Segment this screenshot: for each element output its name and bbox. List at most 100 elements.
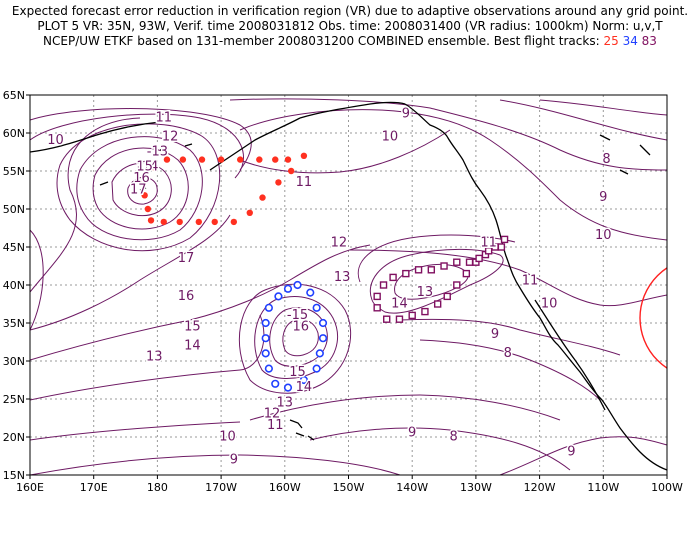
contour-line xyxy=(30,117,141,293)
contour-label: 15 xyxy=(184,319,201,334)
contour-line xyxy=(30,108,252,171)
lat-tick-label: 20N xyxy=(3,431,25,444)
purple-track-point xyxy=(402,269,410,278)
lon-tick-label: 130W xyxy=(460,481,492,494)
lat-tick-label: 60N xyxy=(3,127,25,140)
red-track-point xyxy=(147,217,155,224)
red-track-point xyxy=(287,167,295,175)
purple-track-point xyxy=(465,258,474,266)
blue-track-point xyxy=(261,349,270,358)
lon-tick-label: 170W xyxy=(205,481,237,494)
purple-track-point xyxy=(427,266,436,274)
header-line-1: Expected forecast error reduction in ver… xyxy=(11,4,689,18)
lat-tick-label: 30N xyxy=(3,355,25,368)
contour-label: 13 xyxy=(146,350,163,365)
lon-tick-label: 160E xyxy=(16,481,44,494)
contour-label: 14 xyxy=(391,297,408,312)
contour-line xyxy=(399,318,621,356)
contour-label: 13 xyxy=(417,285,434,300)
lat-tick-label: 50N xyxy=(3,203,25,216)
red-track-point xyxy=(176,218,183,226)
contour-label: 16 xyxy=(292,319,309,334)
contour-line xyxy=(127,176,158,205)
hawaii-islands xyxy=(289,419,315,441)
blue-track-point xyxy=(261,318,270,328)
blue-track-point xyxy=(306,288,315,297)
contour-label: 12 xyxy=(264,407,281,422)
contour-label: -15 xyxy=(287,308,308,323)
lon-tick-label: 100W xyxy=(651,481,683,494)
purple-track-point xyxy=(462,269,471,278)
contour-line xyxy=(349,249,667,307)
contour-label: 11 xyxy=(480,236,497,251)
purple-track-point xyxy=(453,258,461,266)
blue-track-point xyxy=(261,334,270,343)
contour-line xyxy=(76,136,203,241)
header-line-3-text: NCEP/UW ETKF based on 131-member 2008031… xyxy=(43,34,600,48)
contour-line xyxy=(499,99,667,141)
purple-track-point xyxy=(484,247,493,255)
red-track-point xyxy=(275,179,282,186)
contour-line xyxy=(30,421,241,441)
red-track-point xyxy=(141,192,148,199)
contour-label: 16 xyxy=(133,171,150,186)
red-track-point xyxy=(259,194,266,201)
purple-track-point xyxy=(453,281,461,289)
purple-track-point xyxy=(408,311,416,320)
lon-tick-label: 110W xyxy=(587,481,619,494)
baja-peninsula xyxy=(534,299,606,411)
contour-label: 8 xyxy=(602,152,610,167)
contour-line xyxy=(369,248,504,314)
red-track-point xyxy=(211,218,218,226)
contour-line xyxy=(499,436,667,475)
contour-label: 11 xyxy=(267,418,284,433)
contour-label: 8 xyxy=(504,346,512,361)
contour-line xyxy=(357,234,516,283)
purple-track-point xyxy=(373,304,381,312)
contour-line xyxy=(92,147,189,230)
contour-line xyxy=(30,229,44,331)
purple-track-point xyxy=(373,292,381,301)
lat-tick-label: 15N xyxy=(3,469,25,482)
contour-label: 11 xyxy=(296,175,313,190)
blue-track-point xyxy=(312,303,321,312)
contour-line xyxy=(56,123,221,252)
contour-label: 9 xyxy=(408,426,416,441)
contour-label: 10 xyxy=(382,129,399,144)
red-track-point xyxy=(272,156,279,163)
contour-label: 14 xyxy=(296,380,313,395)
red-track-point xyxy=(300,152,308,159)
lon-tick-label: 180 xyxy=(147,481,168,494)
contour-line xyxy=(419,339,601,401)
blue-track-point xyxy=(312,364,321,373)
contour-line xyxy=(30,244,371,361)
contour-label: 11 xyxy=(522,274,539,289)
blue-track-point xyxy=(264,364,273,373)
purple-track-point xyxy=(440,262,448,270)
lat-tick-label: 55N xyxy=(3,165,25,178)
purple-track-point xyxy=(421,307,429,316)
header-line-2: PLOT 5 VR: 35N, 93W, Verif. time 2008031… xyxy=(37,19,663,33)
contour-label: 12 xyxy=(331,236,348,251)
track-label-purple: 83 xyxy=(641,34,657,48)
purple-track-point xyxy=(383,315,391,323)
contour-line xyxy=(282,318,319,357)
contour-line xyxy=(30,454,401,475)
red-track-point xyxy=(284,156,292,163)
red-track-point xyxy=(160,218,167,226)
lat-tick-label: 45N xyxy=(3,241,25,254)
verification-region-circle xyxy=(639,267,667,369)
red-track-point xyxy=(195,218,203,226)
contour-label: 10 xyxy=(595,228,612,243)
contour-label: 15 xyxy=(136,160,153,175)
blue-track-point xyxy=(274,292,283,301)
lat-tick-label: 65N xyxy=(3,89,25,102)
blue-track-point xyxy=(271,379,280,388)
purple-track-point xyxy=(389,273,397,282)
flight-tracks xyxy=(138,152,509,392)
red-track-point xyxy=(230,218,238,226)
contour-label: 10 xyxy=(47,133,64,148)
red-track-point xyxy=(163,156,171,163)
contour-line xyxy=(238,283,352,394)
